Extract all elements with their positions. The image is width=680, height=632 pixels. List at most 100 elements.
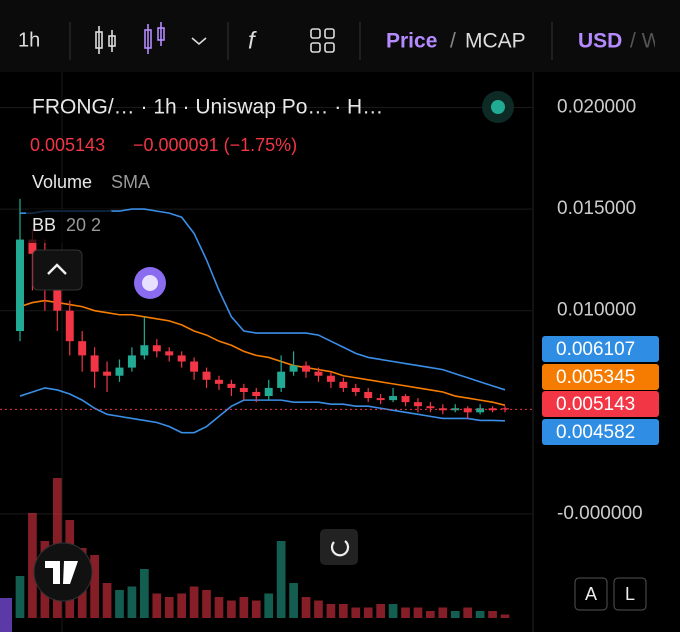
candle-icon[interactable] [95,26,116,54]
price-badge [542,336,659,362]
volume-bar [189,586,199,618]
candle-body [28,239,37,254]
candle-body [364,391,373,399]
volume-bar [115,590,124,618]
volume-bar [202,590,211,618]
volume-bar [301,597,311,618]
candle-body [264,387,273,397]
candle-body [389,396,398,401]
collapse-button[interactable] [32,249,83,291]
candle-body [252,391,261,397]
candle-body [401,396,410,403]
auto-button[interactable] [574,577,608,611]
candle-body [302,365,311,372]
volume-bar [15,576,25,618]
band-line [19,299,506,407]
candle-body [177,355,186,362]
log-button[interactable] [613,577,647,611]
volume-bar [463,607,473,618]
candle-body [140,345,149,356]
volume-bar [140,569,149,618]
candle-body [103,371,112,376]
candle-body [16,239,24,332]
price-badge [542,364,659,390]
candle-body [339,381,348,388]
tv-logo[interactable] [33,542,93,602]
mcap-toggle[interactable]: MCAP [465,30,526,53]
dropdown[interactable] [191,37,207,46]
collapse-icon [47,263,67,275]
volume-bar [214,597,224,618]
candle-body [65,310,74,342]
candle-body [90,355,99,372]
candle-body [314,371,323,376]
volume-bar [177,593,187,618]
volume-bar [338,604,348,618]
log-label: L [625,584,635,604]
volume-bar [289,583,298,618]
volume-bar [127,586,137,618]
candle-body [326,375,335,382]
candle-body [438,408,447,411]
candle-body [227,383,236,388]
volume-bar [251,600,261,618]
volume-bar [376,604,385,618]
y-tick-label: 0.020000 [557,96,636,117]
bb-params: 20 2 [66,215,101,235]
status-dot [491,100,505,114]
candle-body [78,341,87,356]
band-line [19,387,506,434]
avatar-icon [142,275,158,291]
volume-bar [401,607,410,618]
price-change: −0.000091 (−1.75%) [133,135,297,155]
candle-body [476,408,485,413]
volume-bar [227,600,236,618]
candle-body [413,402,422,407]
last-price: 0.005143 [30,135,105,155]
bar-style-icon[interactable] [144,22,165,54]
volume-bar [363,607,373,618]
price-badge-label: 0.005143 [556,394,635,415]
y-tick-label: -0.000000 [557,503,643,524]
candle-body [376,398,385,401]
usd-toggle[interactable]: USD [578,30,622,53]
candle-body [115,367,124,376]
volume-bar [426,611,435,618]
candle-body [351,387,360,392]
volume-bar [164,597,174,618]
candle-body [127,355,136,368]
indicators-icon[interactable]: f [248,27,257,54]
price-badge-label: 0.006107 [556,339,635,360]
volume-bar [90,555,99,618]
reset-button[interactable] [320,529,358,565]
volume-bar [264,593,274,618]
volume-bar [413,607,423,618]
symbol: FRONG/… · 1h · Uniswap Po… · H… [32,96,383,119]
volume-bar [475,611,485,618]
volume-label: Volume [32,172,92,192]
side-tab[interactable] [0,598,12,632]
price-badge-label: 0.004582 [556,422,635,443]
price-badge [542,391,659,417]
fade [655,10,680,72]
volume-bar [28,513,37,618]
volume-bar [488,611,497,618]
tv-logo-mark [45,561,78,584]
price-toggle[interactable]: Price [386,30,437,53]
price-badge [542,419,659,445]
candle-body [488,408,497,411]
candle-body [501,408,509,410]
interval[interactable]: 1h [18,29,40,51]
bb-label: BB [32,215,56,235]
reset-icon [330,540,350,557]
layout-icon[interactable] [310,28,335,53]
separator: / [450,30,456,53]
y-tick-label: 0.015000 [557,198,636,219]
volume-bar [326,604,336,618]
volume-bar [152,593,162,618]
candle-body [426,406,435,409]
bb-bg [26,209,112,243]
volume-bar [314,600,323,618]
auto-label: A [585,584,597,604]
